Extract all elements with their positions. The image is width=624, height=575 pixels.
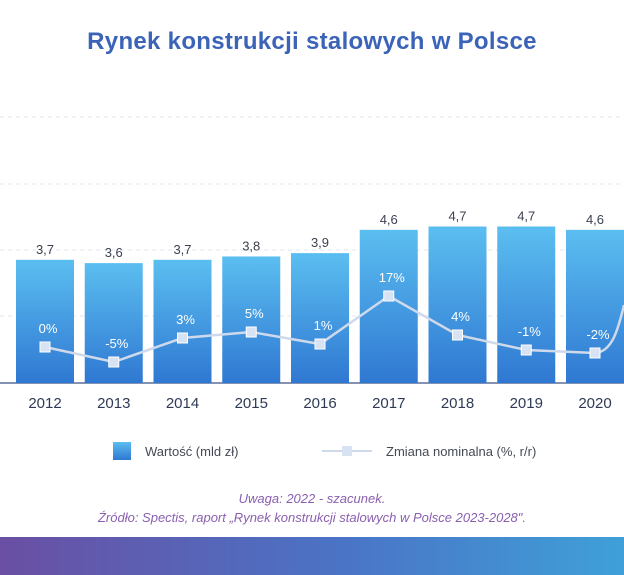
line-point	[589, 347, 601, 359]
bar	[153, 259, 212, 383]
bar	[222, 256, 281, 383]
note-estimate: Uwaga: 2022 - szacunek.	[238, 491, 386, 506]
line-value-label: 1%	[314, 318, 333, 333]
legend-bars-label: Wartość (mld zł)	[145, 443, 239, 459]
line-point	[383, 290, 395, 302]
line-value-label: -2%	[586, 327, 610, 342]
x-tick-label: 2017	[372, 395, 405, 412]
x-tick-label: 2015	[235, 395, 268, 412]
line-value-label: -5%	[105, 336, 129, 351]
line-value-label: 0%	[39, 321, 58, 336]
bar-value-label: 3,7	[173, 242, 191, 257]
bar	[428, 226, 487, 383]
line-value-label: 3%	[176, 312, 195, 327]
chart-plot: 3,7 2012 3,6 2013 3,7 2014 3,8 2015 3,9 2016 4,6 20…	[0, 116, 624, 412]
x-tick-label: 2012	[28, 395, 61, 412]
legend-line-label: Zmiana nominalna (%, r/r)	[386, 443, 537, 459]
legend-line: Zmiana nominalna (%, r/r)	[322, 440, 536, 462]
bar	[291, 253, 349, 383]
x-tick-label: 2013	[97, 395, 130, 412]
bar-value-label: 4,7	[448, 208, 466, 223]
line-point	[108, 356, 120, 368]
note-source: Źródło: Spectis, raport „Rynek konstrukc…	[97, 510, 527, 525]
chart-title: Rynek konstrukcji stalowych w Polsce	[87, 28, 537, 55]
bar	[497, 226, 556, 383]
bar-value-label: 3,6	[105, 245, 123, 260]
x-tick-label: 2014	[166, 395, 199, 412]
line-point	[452, 329, 463, 341]
x-tick-label: 2020	[578, 395, 611, 412]
bar	[566, 229, 624, 383]
x-tick-label: 2018	[441, 395, 474, 412]
line-point	[520, 344, 532, 356]
x-tick-label: 2016	[303, 395, 336, 412]
bar-value-label: 4,7	[517, 208, 535, 223]
line-point	[314, 338, 326, 350]
bottom-gradient-bar	[0, 537, 624, 575]
bar-value-label: 3,9	[311, 235, 329, 250]
x-tick-label: 2019	[510, 395, 543, 412]
line-value-label: 5%	[245, 306, 264, 321]
line-value-label: 17%	[379, 270, 405, 285]
bar-value-label: 4,6	[586, 212, 604, 227]
legend-bars: Wartość (mld zł)	[113, 440, 238, 462]
line-point	[177, 332, 188, 344]
line-point	[39, 341, 51, 353]
line-point	[245, 326, 257, 338]
bar-value-label: 4,6	[380, 212, 398, 227]
legend-bar-swatch	[113, 442, 131, 460]
line-value-label: 4%	[451, 309, 470, 324]
bar-value-label: 3,7	[36, 242, 54, 257]
bar-value-label: 3,8	[242, 238, 260, 253]
bar	[16, 259, 74, 383]
line-value-label: -1%	[518, 324, 542, 339]
legend-line-swatch	[322, 444, 372, 458]
